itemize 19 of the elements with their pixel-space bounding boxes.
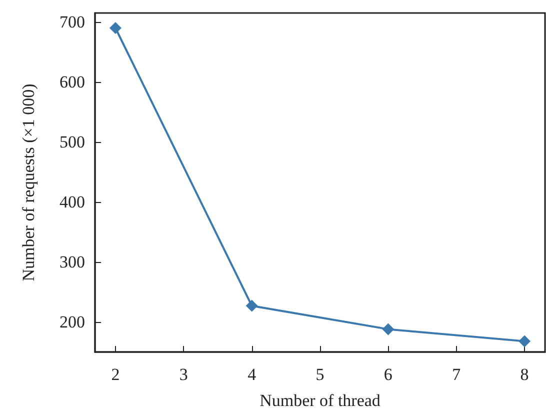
y-tick-label: 500 — [60, 132, 85, 152]
x-tick-label: 2 — [111, 365, 120, 384]
point — [382, 323, 394, 336]
y-tick-label: 600 — [60, 72, 85, 92]
x-tick-label: 5 — [316, 365, 324, 384]
x-axis-title: Number of thread — [260, 391, 381, 410]
x-tick-label: 4 — [248, 365, 257, 384]
y-tick-label: 400 — [60, 192, 85, 212]
y-tick-label: 700 — [60, 12, 85, 32]
x-tick-label: 3 — [179, 365, 188, 384]
x-tick-label: 8 — [520, 365, 529, 384]
x-tick-label: 6 — [384, 365, 392, 384]
x-tick-label: 7 — [452, 365, 462, 384]
point — [518, 335, 531, 348]
y-tick-label: 200 — [60, 312, 85, 332]
point — [109, 22, 122, 34]
point — [246, 300, 258, 312]
y-axis-title: Number of requests (×1 000) — [19, 84, 38, 282]
y-tick-label: 300 — [60, 252, 85, 272]
